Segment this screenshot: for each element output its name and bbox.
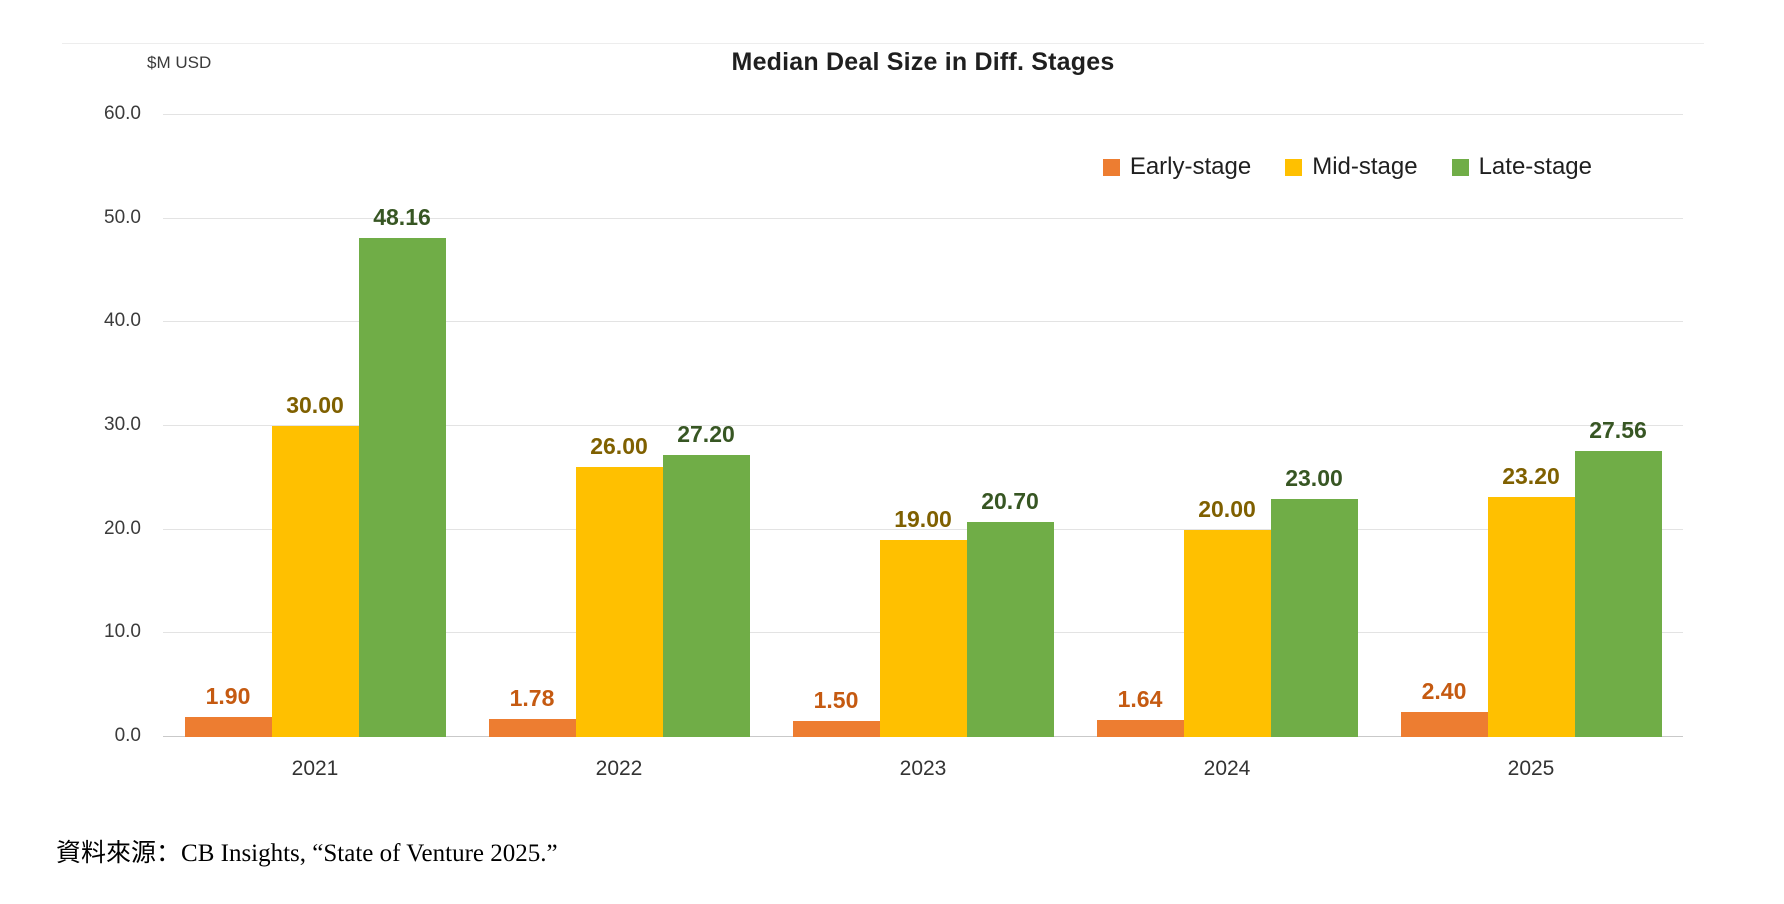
legend-swatch-icon-late-stage xyxy=(1451,158,1469,176)
chart-frame-border xyxy=(62,43,1704,44)
bar-mid-stage-2022 xyxy=(575,467,663,737)
gridline-40 xyxy=(163,321,1683,323)
bar-mid-stage-2021 xyxy=(271,426,359,737)
bar-mid-stage-2025 xyxy=(1487,496,1575,737)
y-axis-units-label: $M USD xyxy=(147,53,212,72)
legend-item-late-stage: Late-stage xyxy=(1451,153,1592,181)
bar-group-2021: 1.90 30.00 48.16 2021 xyxy=(163,115,467,780)
y-tick-label-10: 10.0 xyxy=(104,621,141,643)
bar-value-label-early-stage-2021: 1.90 xyxy=(205,683,251,710)
bar-late-stage-2023 xyxy=(966,522,1054,737)
bar-value-label-mid-stage-2025: 23.20 xyxy=(1502,462,1560,489)
bar-value-label-late-stage-2024: 23.00 xyxy=(1285,464,1343,491)
legend-label-mid-stage: Mid-stage xyxy=(1312,153,1418,180)
bar-value-label-mid-stage-2022: 26.00 xyxy=(590,433,648,460)
x-tick-label-2025: 2025 xyxy=(1507,757,1555,780)
bar-early-stage-2021 xyxy=(184,717,272,737)
plot-area: 0.0 10.0 20.0 30.0 40.0 50.0 60.0 1.90 30.00 48.1… xyxy=(104,103,1683,780)
bar-late-stage-2022 xyxy=(662,455,750,737)
bar-value-label-late-stage-2021: 48.16 xyxy=(373,203,431,230)
x-tick-label-2024: 2024 xyxy=(1203,757,1251,780)
y-tick-label-60: 60.0 xyxy=(104,103,141,124)
bar-group-2025: 2.40 23.20 27.56 2025 xyxy=(1379,115,1683,780)
bar-value-label-early-stage-2023: 1.50 xyxy=(813,687,859,714)
bar-value-label-early-stage-2022: 1.78 xyxy=(509,684,555,711)
gridline-60 xyxy=(163,114,1683,115)
bar-early-stage-2023 xyxy=(792,721,880,737)
legend: Early-stage Mid-stage Late-stage xyxy=(1102,153,1592,181)
source-line: 資料來源：CB Insights, “State of Venture 2025… xyxy=(56,833,558,869)
bar-mid-stage-2023 xyxy=(879,540,967,737)
y-tick-label-40: 40.0 xyxy=(104,310,141,332)
x-tick-label-2023: 2023 xyxy=(899,757,947,780)
gridline-50 xyxy=(163,217,1683,219)
bar-value-label-mid-stage-2021: 30.00 xyxy=(286,392,344,418)
legend-label-late-stage: Late-stage xyxy=(1478,153,1592,180)
bar-value-label-late-stage-2022: 27.20 xyxy=(677,421,735,448)
bar-early-stage-2024 xyxy=(1096,720,1184,737)
bar-group-2023: 1.50 19.00 20.70 2023 xyxy=(771,115,1075,780)
legend-item-mid-stage: Mid-stage xyxy=(1285,153,1418,181)
source-citation: CB Insights, “State of Venture 2025.” xyxy=(181,840,558,867)
bar-late-stage-2021 xyxy=(358,237,446,737)
bar-early-stage-2022 xyxy=(488,718,576,737)
x-tick-label-2022: 2022 xyxy=(595,757,643,780)
x-tick-label-2021: 2021 xyxy=(291,757,339,780)
y-tick-label-30: 30.0 xyxy=(104,414,141,435)
bar-value-label-early-stage-2025: 2.40 xyxy=(1421,678,1467,705)
y-tick-label-50: 50.0 xyxy=(104,206,141,228)
bar-group-2024: 1.64 20.00 23.00 2024 xyxy=(1075,115,1379,780)
legend-swatch-icon-early-stage xyxy=(1102,158,1120,176)
gridline-20 xyxy=(163,528,1683,530)
legend-label-early-stage: Early-stage xyxy=(1129,153,1252,180)
bar-value-label-late-stage-2023: 20.70 xyxy=(981,488,1039,515)
bar-value-label-mid-stage-2024: 20.00 xyxy=(1198,495,1256,522)
source-prefix: 資料來源： xyxy=(56,839,182,867)
bar-late-stage-2024 xyxy=(1270,498,1358,737)
bar-value-label-late-stage-2025: 27.56 xyxy=(1589,417,1647,444)
y-tick-label-0: 0.0 xyxy=(114,725,141,746)
legend-item-early-stage: Early-stage xyxy=(1102,153,1252,181)
bar-value-label-mid-stage-2023: 19.00 xyxy=(894,506,952,533)
bar-late-stage-2025 xyxy=(1574,451,1662,737)
bar-group-2022: 1.78 26.00 27.20 2022 xyxy=(467,115,771,780)
legend-swatch-icon-mid-stage xyxy=(1285,158,1303,176)
bar-mid-stage-2024 xyxy=(1183,529,1271,737)
bar-value-label-early-stage-2024: 1.64 xyxy=(1117,686,1163,712)
gridline-30 xyxy=(163,425,1683,426)
y-tick-label-20: 20.0 xyxy=(104,517,141,539)
bar-early-stage-2025 xyxy=(1400,712,1488,737)
chart-title: Median Deal Size in Diff. Stages xyxy=(731,48,1115,76)
